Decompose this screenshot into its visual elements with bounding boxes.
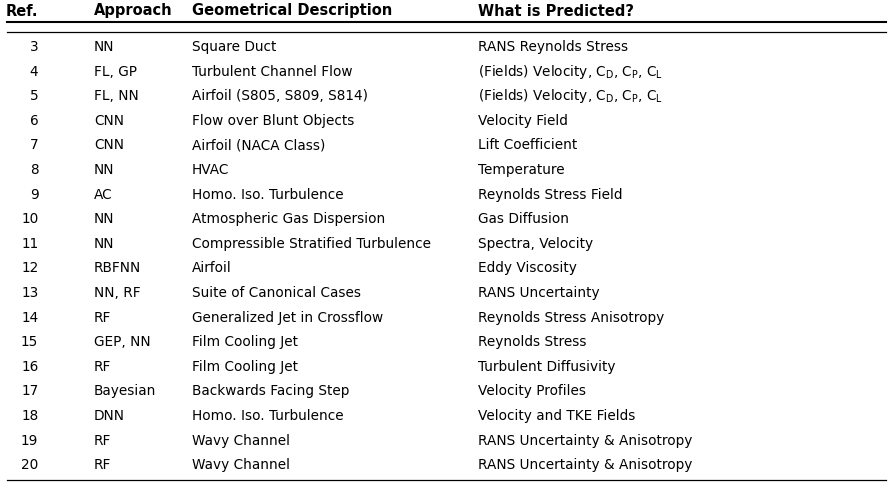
Text: 3: 3	[29, 40, 38, 54]
Text: (Fields) Velocity, $\mathregular{C_D}$, $\mathregular{C_P}$, $\mathregular{C_L}$: (Fields) Velocity, $\mathregular{C_D}$, …	[478, 87, 663, 105]
Text: RF: RF	[94, 360, 111, 374]
Text: 19: 19	[21, 434, 38, 447]
Text: GEP, NN: GEP, NN	[94, 335, 150, 349]
Text: Reynolds Stress Anisotropy: Reynolds Stress Anisotropy	[478, 311, 664, 324]
Text: HVAC: HVAC	[192, 163, 230, 177]
Text: Compressible Stratified Turbulence: Compressible Stratified Turbulence	[192, 237, 431, 251]
Text: Turbulent Diffusivity: Turbulent Diffusivity	[478, 360, 615, 374]
Text: What is Predicted?: What is Predicted?	[478, 3, 634, 19]
Text: Airfoil (S805, S809, S814): Airfoil (S805, S809, S814)	[192, 89, 368, 103]
Text: Approach: Approach	[94, 3, 172, 19]
Text: FL, GP: FL, GP	[94, 65, 137, 78]
Text: Generalized Jet in Crossflow: Generalized Jet in Crossflow	[192, 311, 383, 324]
Text: 18: 18	[21, 409, 38, 423]
Text: 10: 10	[21, 212, 38, 226]
Text: Film Cooling Jet: Film Cooling Jet	[192, 360, 298, 374]
Text: 13: 13	[21, 286, 38, 300]
Text: AC: AC	[94, 188, 113, 201]
Text: Eddy Viscosity: Eddy Viscosity	[478, 261, 577, 275]
Text: Bayesian: Bayesian	[94, 384, 156, 398]
Text: Spectra, Velocity: Spectra, Velocity	[478, 237, 593, 251]
Text: Homo. Iso. Turbulence: Homo. Iso. Turbulence	[192, 409, 344, 423]
Text: Reynolds Stress: Reynolds Stress	[478, 335, 587, 349]
Text: 11: 11	[21, 237, 38, 251]
Text: 12: 12	[21, 261, 38, 275]
Text: 20: 20	[21, 458, 38, 472]
Text: Flow over Blunt Objects: Flow over Blunt Objects	[192, 114, 355, 128]
Text: RANS Uncertainty & Anisotropy: RANS Uncertainty & Anisotropy	[478, 458, 692, 472]
Text: DNN: DNN	[94, 409, 125, 423]
Text: Suite of Canonical Cases: Suite of Canonical Cases	[192, 286, 361, 300]
Text: Ref.: Ref.	[6, 3, 38, 19]
Text: 8: 8	[29, 163, 38, 177]
Text: Homo. Iso. Turbulence: Homo. Iso. Turbulence	[192, 188, 344, 201]
Text: Wavy Channel: Wavy Channel	[192, 458, 290, 472]
Text: NN, RF: NN, RF	[94, 286, 140, 300]
Text: Velocity Profiles: Velocity Profiles	[478, 384, 586, 398]
Text: NN: NN	[94, 40, 114, 54]
Text: 5: 5	[29, 89, 38, 103]
Text: 9: 9	[29, 188, 38, 201]
Text: Turbulent Channel Flow: Turbulent Channel Flow	[192, 65, 353, 78]
Text: 16: 16	[21, 360, 38, 374]
Text: CNN: CNN	[94, 114, 124, 128]
Text: RANS Uncertainty: RANS Uncertainty	[478, 286, 599, 300]
Text: Square Duct: Square Duct	[192, 40, 276, 54]
Text: (Fields) Velocity, $\mathregular{C_D}$, $\mathregular{C_P}$, $\mathregular{C_L}$: (Fields) Velocity, $\mathregular{C_D}$, …	[478, 63, 663, 80]
Text: 6: 6	[29, 114, 38, 128]
Text: 7: 7	[29, 138, 38, 152]
Text: RF: RF	[94, 311, 111, 324]
Text: Lift Coefficient: Lift Coefficient	[478, 138, 577, 152]
Text: Film Cooling Jet: Film Cooling Jet	[192, 335, 298, 349]
Text: 15: 15	[21, 335, 38, 349]
Text: 4: 4	[29, 65, 38, 78]
Text: FL, NN: FL, NN	[94, 89, 138, 103]
Text: CNN: CNN	[94, 138, 124, 152]
Text: Reynolds Stress Field: Reynolds Stress Field	[478, 188, 622, 201]
Text: Velocity Field: Velocity Field	[478, 114, 568, 128]
Text: Airfoil: Airfoil	[192, 261, 232, 275]
Text: RANS Uncertainty & Anisotropy: RANS Uncertainty & Anisotropy	[478, 434, 692, 447]
Text: Velocity and TKE Fields: Velocity and TKE Fields	[478, 409, 635, 423]
Text: NN: NN	[94, 163, 114, 177]
Text: 17: 17	[21, 384, 38, 398]
Text: Airfoil (NACA Class): Airfoil (NACA Class)	[192, 138, 325, 152]
Text: Atmospheric Gas Dispersion: Atmospheric Gas Dispersion	[192, 212, 385, 226]
Text: NN: NN	[94, 237, 114, 251]
Text: RF: RF	[94, 434, 111, 447]
Text: 14: 14	[21, 311, 38, 324]
Text: RBFNN: RBFNN	[94, 261, 141, 275]
Text: RF: RF	[94, 458, 111, 472]
Text: Temperature: Temperature	[478, 163, 564, 177]
Text: Geometrical Description: Geometrical Description	[192, 3, 392, 19]
Text: Backwards Facing Step: Backwards Facing Step	[192, 384, 349, 398]
Text: NN: NN	[94, 212, 114, 226]
Text: Wavy Channel: Wavy Channel	[192, 434, 290, 447]
Text: RANS Reynolds Stress: RANS Reynolds Stress	[478, 40, 628, 54]
Text: Gas Diffusion: Gas Diffusion	[478, 212, 569, 226]
